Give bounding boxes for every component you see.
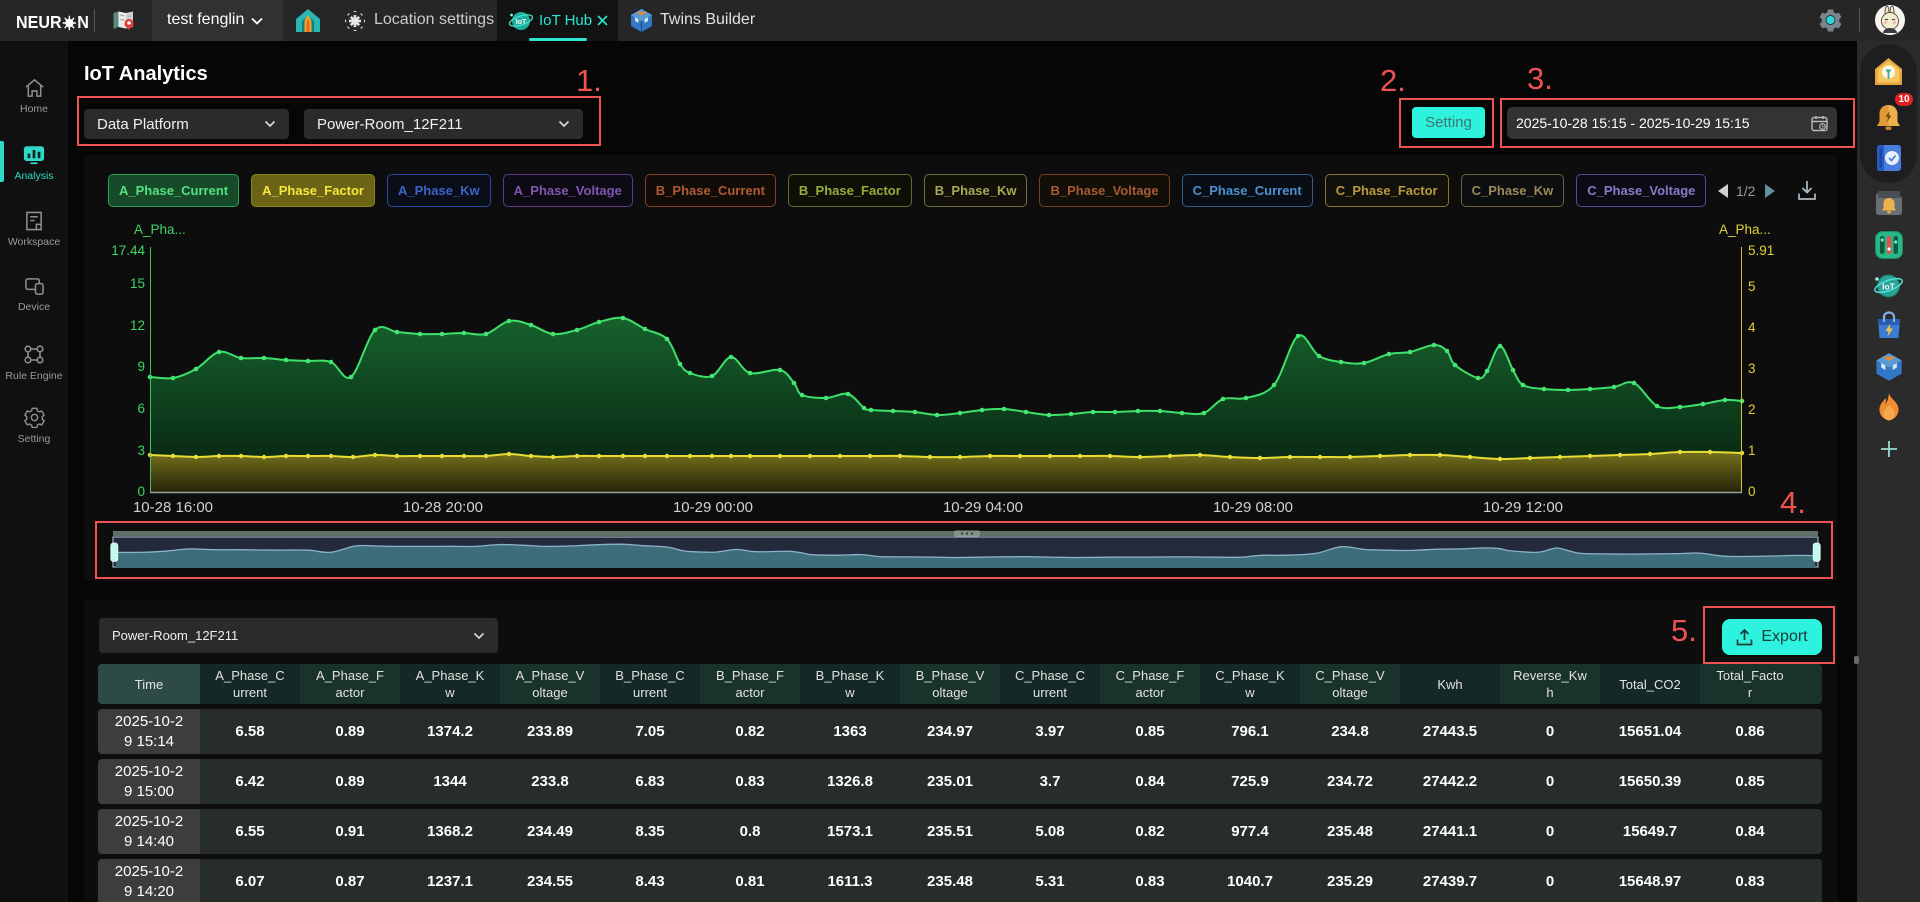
svg-text:0: 0: [137, 484, 145, 499]
svg-text:17.44: 17.44: [111, 243, 145, 258]
svg-text:4: 4: [1748, 320, 1756, 335]
svg-text:6: 6: [137, 401, 145, 416]
svg-text:A_Pha...: A_Pha...: [1719, 222, 1771, 237]
svg-text:IoT: IoT: [516, 19, 527, 26]
svg-text:3: 3: [137, 443, 145, 458]
svg-text:3: 3: [1748, 361, 1756, 376]
svg-text:IoT: IoT: [1882, 282, 1896, 292]
svg-text:12: 12: [130, 318, 145, 333]
svg-text:10-28 16:00: 10-28 16:00: [133, 499, 213, 516]
svg-text:10-29 00:00: 10-29 00:00: [673, 499, 753, 516]
svg-text:0: 0: [1748, 484, 1756, 499]
svg-text:A_Pha...: A_Pha...: [134, 222, 186, 237]
svg-text:1: 1: [1748, 443, 1756, 458]
svg-text:15: 15: [130, 276, 145, 291]
svg-text:10-28 20:00: 10-28 20:00: [403, 499, 483, 516]
svg-text:2: 2: [1748, 402, 1756, 417]
svg-text:10-29 04:00: 10-29 04:00: [943, 499, 1023, 516]
svg-text:9: 9: [137, 359, 145, 374]
svg-text:5.91: 5.91: [1748, 243, 1774, 258]
svg-text:10-29 12:00: 10-29 12:00: [1483, 499, 1563, 516]
svg-text:10-29 08:00: 10-29 08:00: [1213, 499, 1293, 516]
svg-text:5: 5: [1748, 279, 1756, 294]
